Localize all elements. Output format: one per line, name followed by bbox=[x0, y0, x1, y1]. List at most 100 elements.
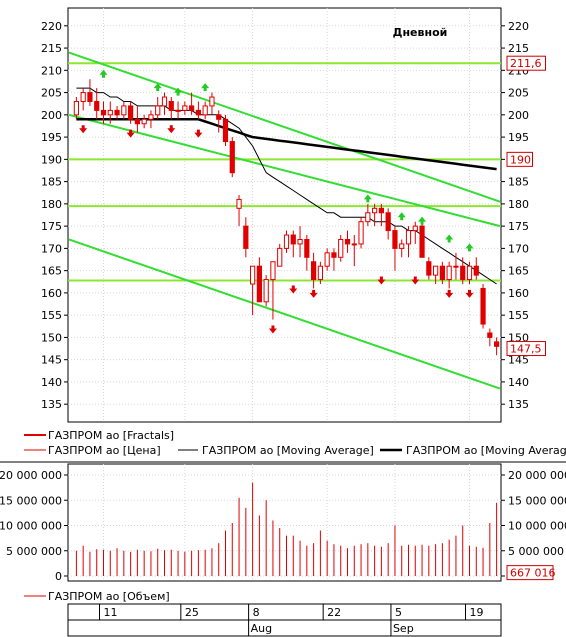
tick-label: 180 bbox=[508, 198, 529, 211]
candle-body bbox=[487, 332, 493, 338]
tick-label: 195 bbox=[41, 131, 62, 144]
candle-body bbox=[80, 92, 86, 102]
legend-label-ma-thin: ГАЗПРОМ ао [Moving Average] bbox=[202, 444, 374, 457]
fractal-up-arrow bbox=[445, 234, 454, 243]
tick-label: 200 bbox=[41, 109, 62, 122]
fractal-down-arrow bbox=[377, 276, 386, 285]
tick-label: 145 bbox=[41, 354, 62, 367]
candle-body bbox=[412, 225, 418, 232]
candle-body bbox=[94, 100, 100, 111]
fractal-up-arrow bbox=[363, 194, 372, 203]
tick-label: 200 bbox=[508, 109, 529, 122]
candle-body bbox=[148, 114, 154, 120]
candle-body bbox=[351, 243, 357, 246]
tick-label: 220 bbox=[508, 20, 529, 33]
candle-body bbox=[209, 96, 215, 107]
tick-label: 170 bbox=[41, 242, 62, 255]
candle-body bbox=[107, 109, 113, 116]
date-tick-label: 11 bbox=[104, 606, 118, 619]
candle-body bbox=[263, 279, 269, 303]
trend-line bbox=[68, 238, 501, 390]
fractal-down-arrow bbox=[126, 129, 135, 138]
tick-label: 165 bbox=[41, 265, 62, 278]
candle-body bbox=[236, 198, 242, 209]
volume-badge-box bbox=[506, 565, 554, 581]
candle-body bbox=[195, 109, 201, 116]
price-legend: ГАЗПРОМ ао [Fractals] ГАЗПРОМ ао [Цена] … bbox=[24, 429, 566, 457]
candle-body bbox=[460, 265, 466, 281]
tick-label: 205 bbox=[41, 87, 62, 100]
tick-label: 190 bbox=[41, 153, 62, 166]
tick-label: 165 bbox=[508, 265, 529, 278]
candle-body bbox=[419, 225, 425, 258]
tick-label: 215 bbox=[41, 42, 62, 55]
tick-label: 5 000 000 bbox=[508, 545, 564, 558]
candle-body bbox=[270, 261, 276, 281]
tick-label: 175 bbox=[41, 220, 62, 233]
date-tick-label: 22 bbox=[327, 606, 341, 619]
date-tick-label: 25 bbox=[185, 606, 199, 619]
tick-label: 15 000 000 bbox=[508, 494, 566, 507]
candle-body bbox=[453, 265, 459, 268]
tick-label: 10 000 000 bbox=[0, 520, 62, 533]
candle-body bbox=[480, 287, 486, 325]
candle-body bbox=[182, 105, 188, 111]
legend-label-price: ГАЗПРОМ ао [Цена] bbox=[48, 444, 161, 457]
trend-lines bbox=[68, 51, 501, 390]
tick-label: 160 bbox=[508, 287, 529, 300]
candle-body bbox=[399, 243, 405, 249]
price-axis-left: 135 140 145 150 155 160 165 170 175 180 185 190 195 2… bbox=[41, 20, 68, 411]
fractal-up-arrow bbox=[201, 83, 210, 92]
tick-label: 185 bbox=[508, 176, 529, 189]
value-badge-box bbox=[506, 151, 533, 167]
date-tick-label: 5 bbox=[395, 606, 402, 619]
candle-body bbox=[338, 238, 344, 258]
candle-body bbox=[229, 141, 235, 174]
chart-title: Дневной bbox=[393, 26, 448, 39]
month-label: Sep bbox=[393, 622, 414, 635]
candle-body bbox=[216, 114, 222, 120]
fractal-down-arrow bbox=[268, 325, 277, 334]
tick-label: 175 bbox=[508, 220, 529, 233]
candle-body bbox=[277, 247, 283, 267]
tick-label: 5 000 000 bbox=[6, 545, 62, 558]
candle-body bbox=[202, 105, 208, 116]
fractal-down-arrow bbox=[289, 285, 298, 294]
fractal-up-arrow bbox=[153, 83, 162, 92]
candle-body bbox=[433, 265, 439, 276]
legend-label-fractals: ГАЗПРОМ ао [Fractals] bbox=[48, 429, 174, 442]
tick-label: 210 bbox=[41, 64, 62, 77]
candle-body bbox=[283, 234, 290, 249]
candle-body bbox=[324, 252, 330, 267]
candle-body bbox=[222, 118, 229, 143]
fractal-down-arrow bbox=[309, 289, 318, 298]
candle-body bbox=[304, 238, 310, 258]
candle-body bbox=[405, 230, 412, 245]
tick-label: 155 bbox=[508, 309, 529, 322]
candle-body bbox=[344, 238, 351, 245]
tick-label: 145 bbox=[508, 354, 529, 367]
fractal-down-arrow bbox=[465, 289, 474, 298]
candle-body bbox=[250, 265, 256, 285]
tick-label: 140 bbox=[41, 376, 62, 389]
tick-label: 0 bbox=[55, 570, 62, 583]
value-badge-label: 147,5 bbox=[510, 343, 542, 356]
date-axis: 11 25 8 22 5 19 Aug Sep bbox=[99, 604, 484, 636]
fractals bbox=[79, 69, 474, 334]
candle-body bbox=[392, 230, 398, 249]
candle-body bbox=[87, 92, 93, 102]
candle-body bbox=[358, 221, 364, 245]
candle-body bbox=[175, 109, 181, 112]
value-badge-label: 190 bbox=[510, 153, 531, 166]
trend-line bbox=[68, 113, 501, 228]
fractal-down-arrow bbox=[445, 289, 454, 298]
tick-label: 170 bbox=[508, 242, 529, 255]
legend-label-ma-thick: ГАЗПРОМ ао [Moving Average] bbox=[406, 444, 566, 457]
value-badge-box bbox=[506, 55, 546, 71]
tick-label: 10 000 000 bbox=[508, 520, 566, 533]
value-badge-label: 211,6 bbox=[510, 57, 542, 70]
fractal-up-arrow bbox=[99, 69, 108, 78]
trend-line bbox=[68, 51, 501, 203]
candle-body bbox=[473, 265, 479, 276]
volume-badge: 667 016 bbox=[506, 565, 556, 581]
